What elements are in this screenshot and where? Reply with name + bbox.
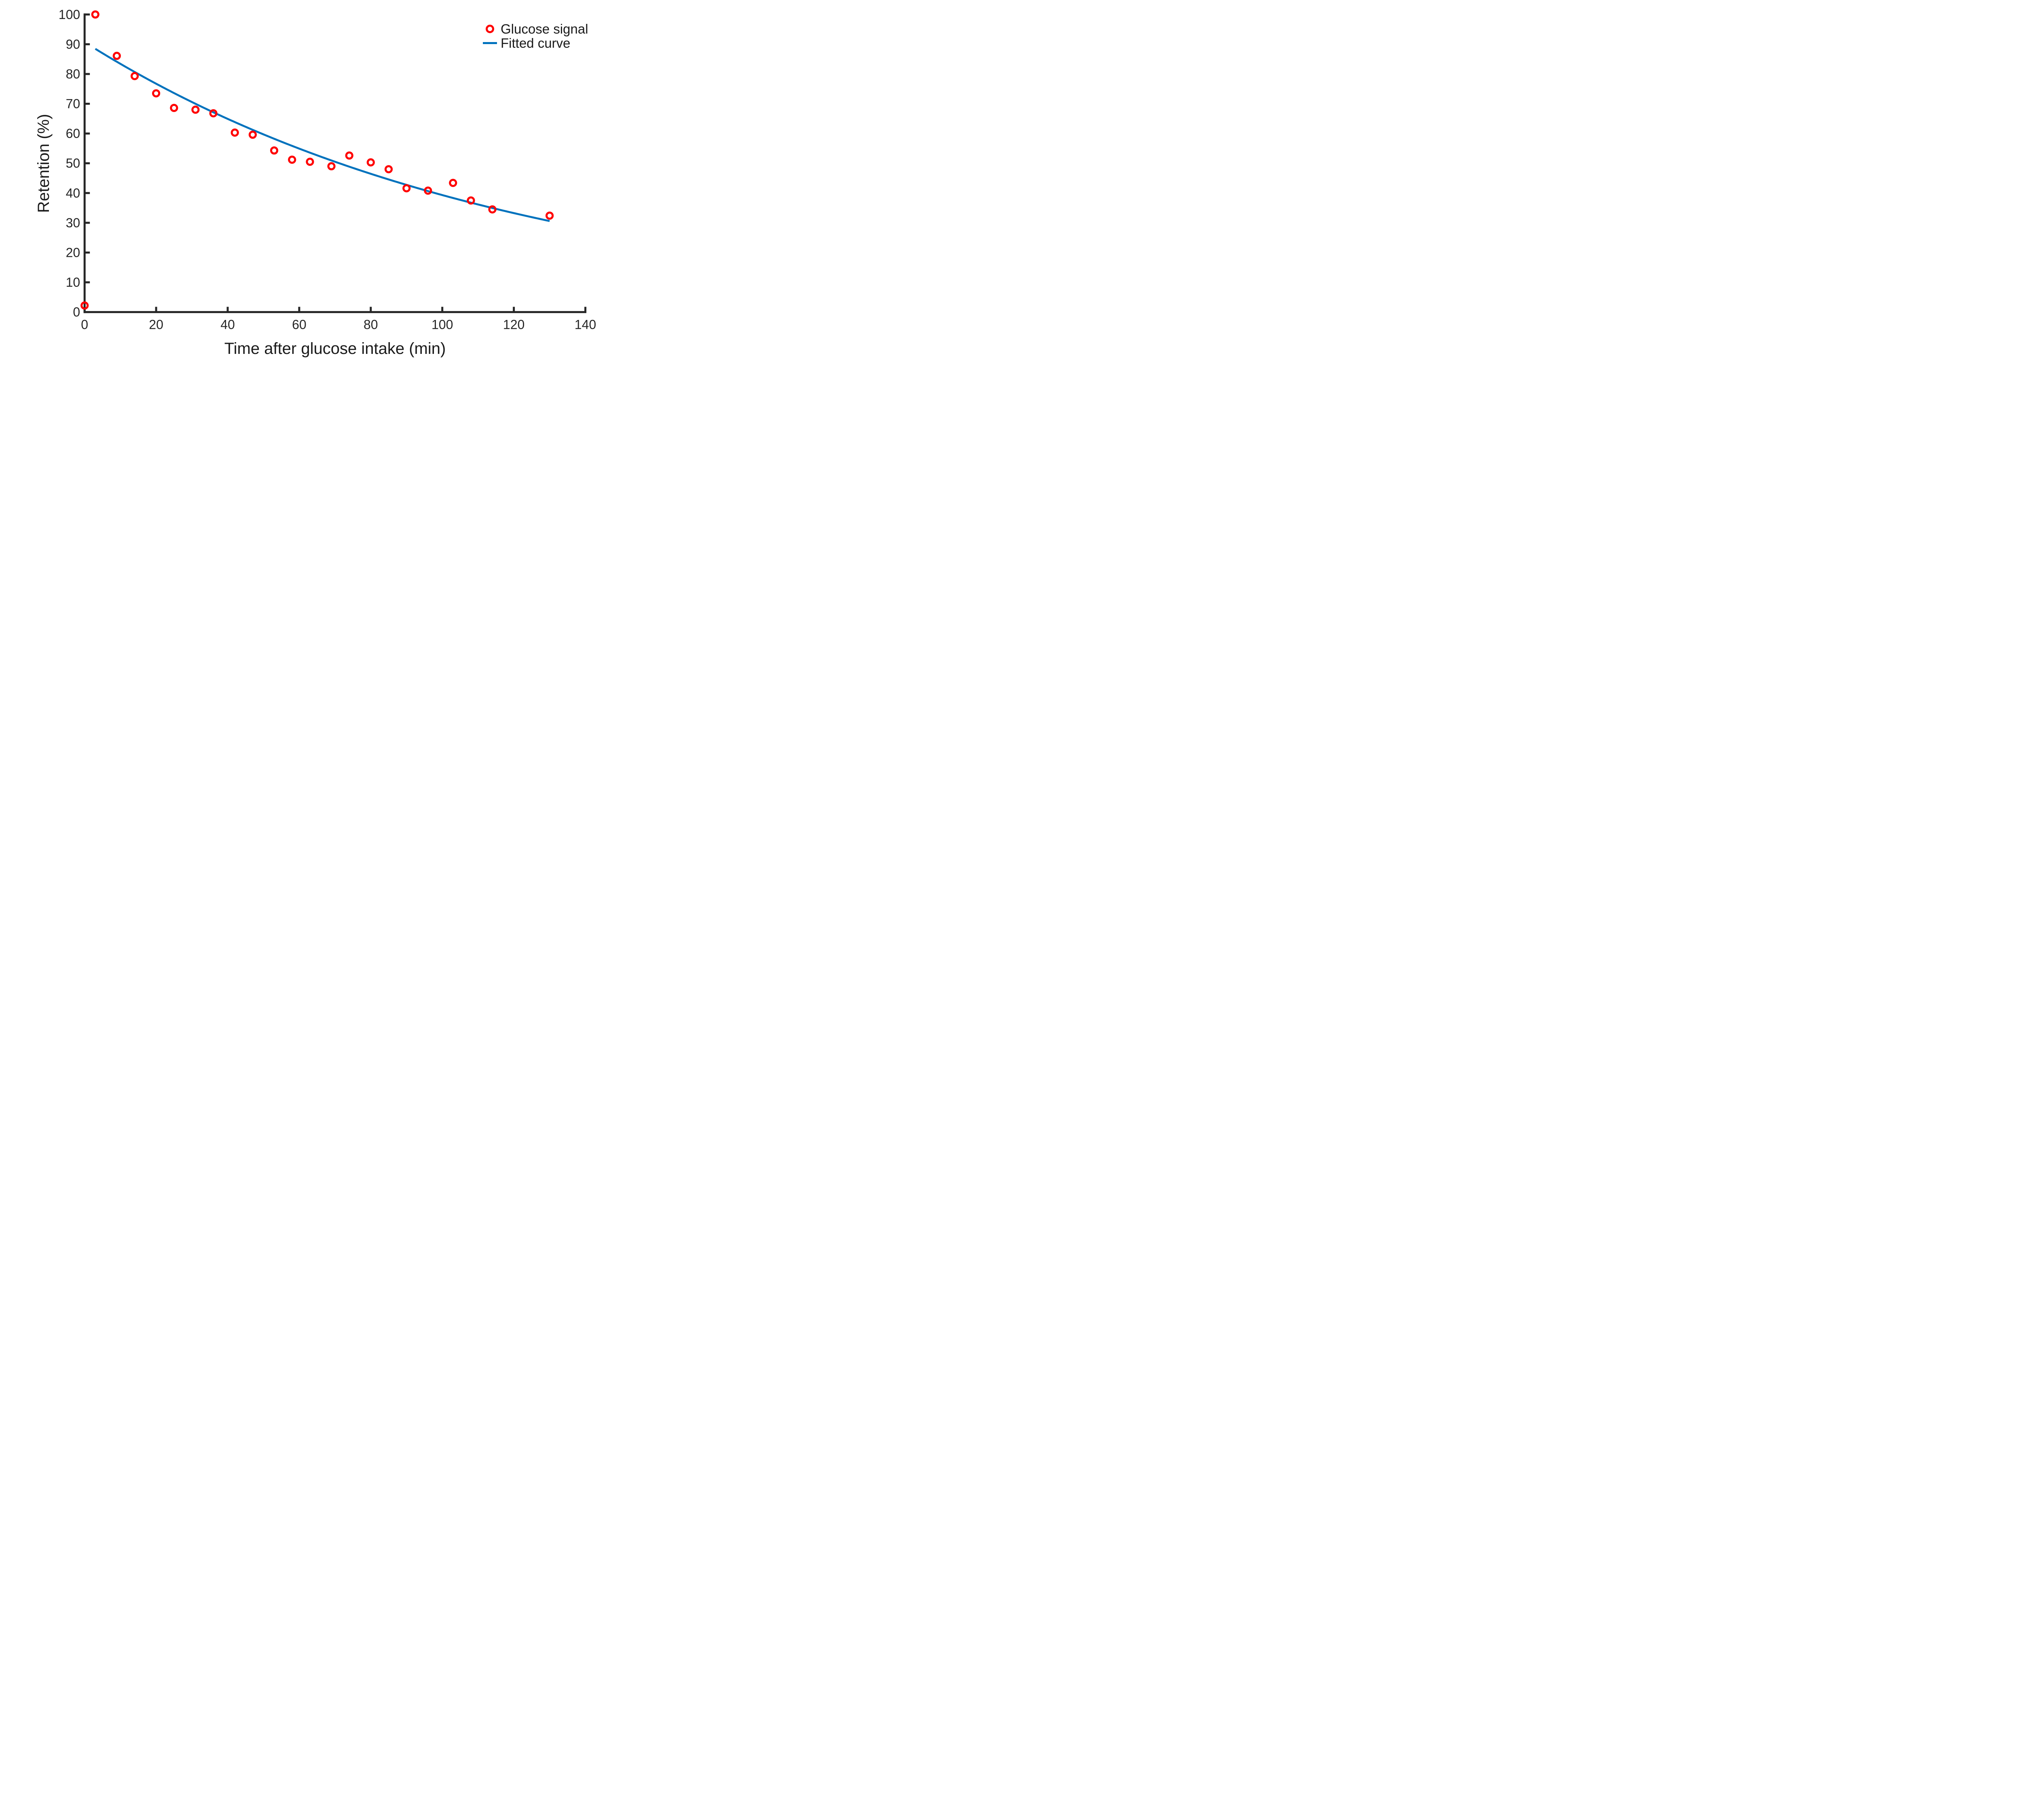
data-point-marker (112, 51, 121, 60)
figure: 0 20 40 60 80 100 120 140 0 10 20 30 40 50 60 70 80 90 100… (0, 0, 647, 364)
y-tick-label: 60 (66, 126, 80, 141)
x-tick-label: 140 (575, 317, 596, 332)
data-point-marker (449, 179, 457, 187)
fitted-curve-line (95, 48, 550, 222)
y-tick-label: 30 (66, 216, 80, 230)
data-point-marker (488, 205, 497, 214)
x-tick-label: 40 (220, 317, 235, 332)
open-circle-marker-icon (485, 25, 494, 33)
x-tick-label: 120 (503, 317, 525, 332)
y-tick-label: 80 (66, 67, 80, 81)
data-point-marker (288, 155, 296, 164)
data-point-marker (191, 106, 200, 114)
legend-entry-glucose-signal: Glucose signal (482, 21, 588, 36)
legend-entry-fitted-curve: Fitted curve (482, 35, 588, 51)
x-tick-label: 60 (292, 317, 307, 332)
x-tick-label: 80 (364, 317, 378, 332)
plot-area: 0 20 40 60 80 100 120 140 0 10 20 30 40 50 60 70 80 90 100 (59, 7, 596, 332)
data-point-marker (467, 196, 475, 205)
data-point-marker (80, 301, 89, 310)
data-point-marker (345, 151, 353, 160)
legend-swatch-cell (482, 42, 497, 44)
data-point-marker (366, 158, 375, 167)
legend: Glucose signal Fitted curve (482, 21, 588, 51)
data-point-marker (384, 165, 393, 174)
data-point-marker (306, 157, 314, 166)
y-tick-label: 0 (73, 305, 80, 320)
data-point-marker (402, 184, 411, 193)
data-point-marker (170, 104, 178, 112)
data-point-marker (327, 162, 336, 171)
y-tick-label: 100 (59, 7, 80, 22)
data-point-marker (152, 89, 161, 97)
y-tick-label: 50 (66, 156, 80, 171)
y-tick-label: 20 (66, 245, 80, 260)
y-axis-title: Retention (%) (35, 114, 53, 213)
legend-label-fitted-curve: Fitted curve (501, 35, 571, 51)
y-tick-label: 10 (66, 275, 80, 290)
data-point-marker (91, 10, 99, 19)
y-tick-label: 70 (66, 97, 80, 111)
x-tick-label: 100 (431, 317, 453, 332)
data-point-marker (424, 186, 432, 195)
data-point-marker (248, 130, 257, 139)
line-sample-icon (482, 42, 497, 44)
y-tick-label: 40 (66, 186, 80, 200)
data-point-marker (270, 146, 279, 155)
data-point-marker (209, 109, 218, 118)
x-axis-title: Time after glucose intake (min) (224, 340, 446, 358)
x-tick-label: 0 (81, 317, 88, 332)
data-point-marker (130, 72, 139, 80)
legend-swatch-cell (482, 25, 497, 33)
data-point-marker (231, 128, 239, 137)
legend-label-glucose-signal: Glucose signal (501, 21, 588, 36)
y-tick-label: 90 (66, 37, 80, 51)
data-point-marker (545, 212, 554, 220)
x-tick-label: 20 (149, 317, 163, 332)
